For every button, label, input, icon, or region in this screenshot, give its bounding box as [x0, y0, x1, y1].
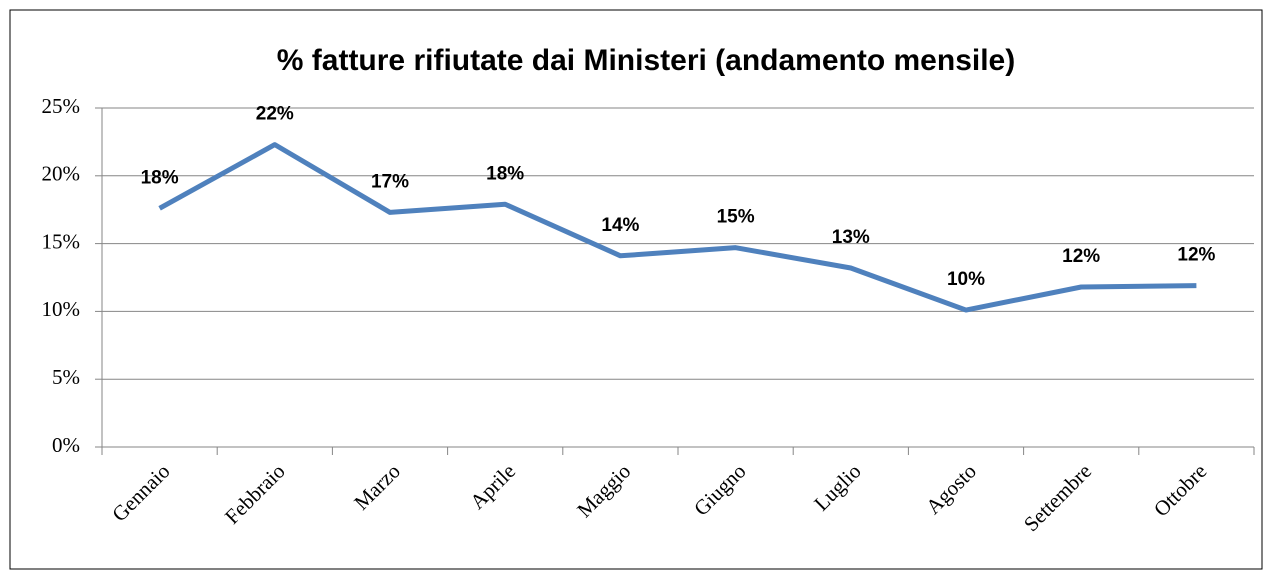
data-label: 22%: [256, 104, 294, 125]
y-tick-label: 15%: [42, 229, 81, 253]
data-label: 18%: [141, 167, 179, 188]
data-label: 15%: [717, 207, 755, 228]
y-tick-label: 20%: [42, 162, 81, 186]
data-label: 14%: [601, 215, 639, 236]
data-label: 18%: [486, 163, 524, 184]
data-label: 12%: [1062, 246, 1100, 267]
chart-border: [9, 9, 1263, 570]
data-label: 12%: [1177, 245, 1215, 266]
data-label: 13%: [832, 227, 870, 248]
y-tick-label: 25%: [42, 94, 81, 118]
line: [158, 142, 1197, 313]
y-tick-label: 5%: [52, 365, 80, 389]
data-label: 10%: [947, 269, 985, 290]
data-label: 17%: [371, 171, 409, 192]
y-tick-label: 0%: [52, 433, 80, 457]
y-tick-label: 10%: [42, 297, 81, 321]
chart-title: % fatture rifiutate dai Ministeri (andam…: [277, 44, 1015, 77]
